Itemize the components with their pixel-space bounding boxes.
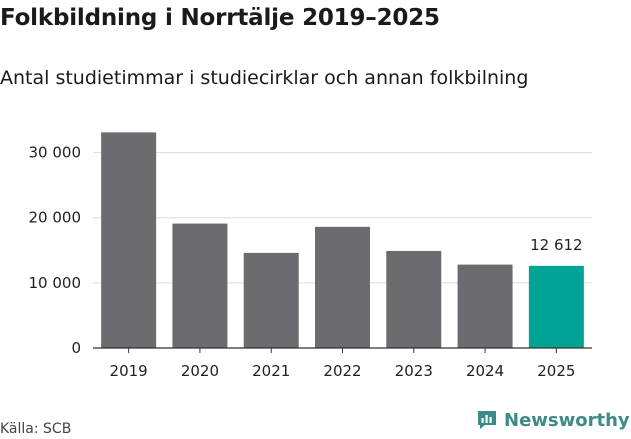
- bar-2024: [457, 264, 513, 348]
- y-axis-ticks: 0 10 000 20 000 30 000: [29, 144, 82, 357]
- newsworthy-logo-icon: [478, 411, 496, 429]
- bar-2023: [386, 250, 442, 348]
- x-axis-ticks: 2019 2020 2021 2022 2023 2024 2025: [110, 348, 575, 380]
- data-labels: 12 612: [530, 236, 583, 254]
- data-label: 12 612: [530, 236, 583, 254]
- y-tick-label: 10 000: [29, 274, 82, 292]
- y-tick-label: 0: [71, 339, 81, 357]
- source-note: Källa: SCB: [0, 421, 72, 437]
- chart-subtitle: Antal studietimmar i studiecirklar och a…: [0, 67, 529, 89]
- y-tick-label: 20 000: [29, 209, 82, 227]
- x-tick-label: 2024: [466, 362, 504, 380]
- y-tick-label: 30 000: [29, 144, 82, 162]
- x-tick-label: 2020: [181, 362, 219, 380]
- bar-2021: [243, 252, 299, 348]
- newsworthy-logo-text: Newsworthy: [504, 409, 630, 431]
- chart-title: Folkbildning i Norrtälje 2019–2025: [0, 5, 440, 31]
- bar-2019: [101, 132, 157, 348]
- bars: [101, 132, 584, 348]
- x-tick-label: 2021: [252, 362, 290, 380]
- x-tick-label: 2025: [537, 362, 575, 380]
- x-tick-label: 2022: [323, 362, 361, 380]
- bar-2022: [315, 226, 370, 348]
- x-tick-label: 2023: [395, 362, 433, 380]
- bar-2020: [172, 223, 228, 348]
- bar-2025: [528, 265, 584, 348]
- bar-chart: 0 10 000 20 000 30 000 2019 2020 2021 2022 2023…: [29, 132, 592, 380]
- newsworthy-logo: Newsworthy: [476, 409, 630, 431]
- x-tick-label: 2019: [110, 362, 148, 380]
